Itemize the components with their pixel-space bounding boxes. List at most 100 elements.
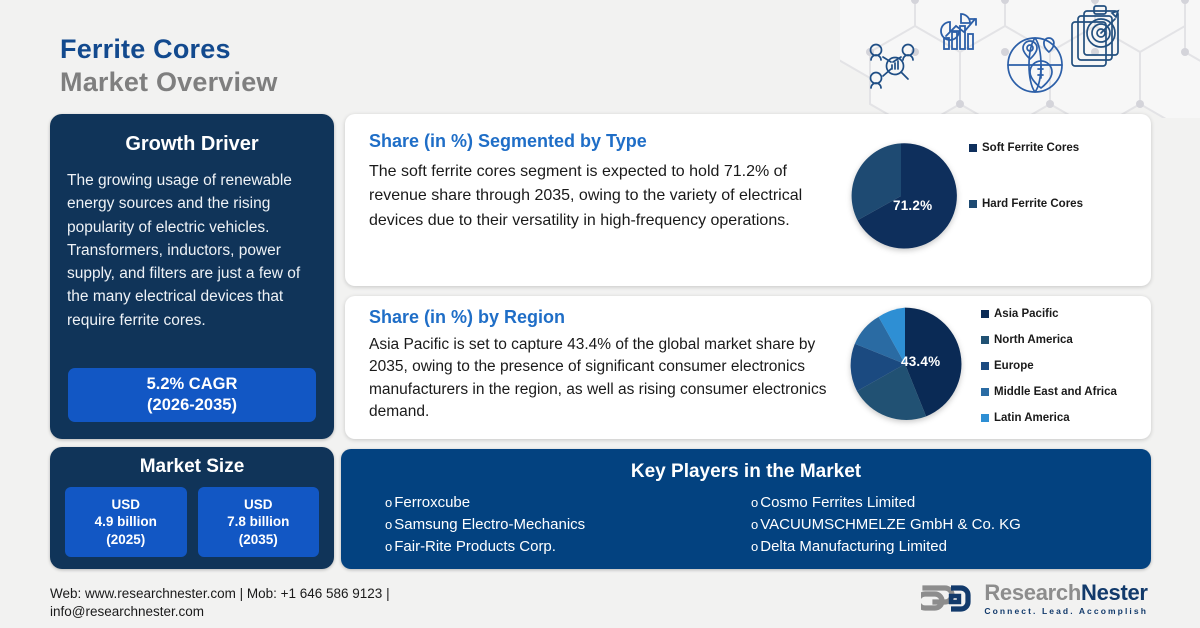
bullet-icon: o	[385, 495, 393, 510]
legend-swatch-icon	[969, 200, 977, 208]
legend-item: Europe	[981, 360, 1117, 372]
pie-slice-soft-ferrite-cores	[857, 143, 957, 249]
hexagon-decoration	[840, 0, 1200, 118]
list-item: o Cosmo Ferrites Limited	[751, 492, 1117, 514]
legend-label: Latin America	[994, 412, 1070, 424]
legend-label: Middle East and Africa	[994, 386, 1117, 398]
key-player-name: Delta Manufacturing Limited	[760, 538, 947, 556]
logo-word-nester: Nester	[1081, 580, 1148, 606]
key-players-panel: Key Players in the Market o Ferroxcube o…	[341, 449, 1151, 569]
list-item: o Samsung Electro-Mechanics	[385, 514, 751, 536]
legend-item: Hard Ferrite Cores	[969, 198, 1083, 210]
share-by-region-heading: Share (in %) by Region	[369, 307, 566, 327]
legend-label: Hard Ferrite Cores	[982, 198, 1083, 210]
cagr-badge: 5.2% CAGR (2026-2035)	[68, 368, 316, 422]
legend-swatch-icon	[981, 310, 989, 318]
cagr-period: (2026-2035)	[147, 396, 237, 414]
market-size-year: (2025)	[106, 531, 146, 547]
pie-slice-middle-east-and-africa	[854, 316, 905, 364]
key-players-column-left: o Ferroxcube o Samsung Electro-Mechanics…	[385, 492, 751, 559]
legend-label: Soft Ferrite Cores	[982, 142, 1080, 154]
region-pie-chart: 43.4% Asia Pacific North America Europe …	[845, 304, 1117, 424]
pie-slice-hard-ferrite-cores	[851, 143, 901, 221]
market-size-amount: 4.9 billion	[94, 514, 157, 530]
legend-item: North America	[981, 334, 1117, 346]
bullet-icon: o	[385, 539, 393, 555]
list-item: o Ferroxcube	[385, 492, 751, 514]
region-pie-value-label: 43.4%	[901, 354, 941, 369]
cagr-value: 5.2% CAGR	[146, 375, 238, 394]
share-by-region-card: Share (in %) by Region Asia Pacific is s…	[345, 296, 1151, 439]
network-people-icon	[869, 43, 915, 89]
key-player-name: VACUUMSCHMELZE GmbH & Co. KG	[760, 516, 1021, 534]
key-player-name: Samsung Electro-Mechanics	[394, 516, 586, 534]
bullet-icon: o	[751, 517, 759, 533]
page-header: Ferrite Cores Market Overview	[60, 34, 278, 98]
market-size-year: (2035)	[238, 531, 278, 547]
legend-item: Soft Ferrite Cores	[969, 142, 1083, 154]
pie-slice-europe	[850, 343, 905, 392]
growth-driver-panel: Growth Driver The growing usage of renew…	[50, 114, 334, 439]
page-title: Ferrite Cores	[60, 34, 231, 64]
logo-mark-icon	[921, 585, 971, 612]
share-by-type-card: Share (in %) Segmented by Type The soft …	[345, 114, 1151, 286]
legend-item: Latin America	[981, 412, 1117, 424]
key-player-name: Cosmo Ferrites Limited	[760, 494, 916, 511]
research-nester-logo: ResearchNester Connect. Lead. Accomplish	[921, 582, 1148, 616]
list-item: o Delta Manufacturing Limited	[751, 536, 1117, 558]
logo-word-research: Research	[984, 580, 1082, 606]
key-players-columns: o Ferroxcube o Samsung Electro-Mechanics…	[341, 483, 1151, 559]
clipboard-target-icon	[1071, 5, 1120, 67]
page-subtitle: Market Overview	[60, 67, 278, 98]
pie-slice-north-america	[857, 364, 927, 420]
footer-line-1: Web: www.researchnester.com | Mob: +1 64…	[50, 586, 390, 601]
share-by-type-heading: Share (in %) Segmented by Type	[369, 131, 647, 151]
legend-swatch-icon	[981, 362, 989, 370]
list-item: o Fair-Rite Products Corp.	[385, 536, 751, 558]
chart-growth-icon	[940, 13, 977, 50]
region-pie-legend: Asia Pacific North America Europe Middle…	[981, 308, 1117, 424]
legend-swatch-icon	[969, 144, 977, 152]
market-size-box: USD 4.9 billion (2025)	[65, 487, 187, 557]
legend-item: Middle East and Africa	[981, 386, 1117, 398]
growth-driver-body: The growing usage of renewable energy so…	[67, 172, 301, 329]
bullet-icon: o	[751, 495, 759, 510]
logo-wordmark: ResearchNester Connect. Lead. Accomplish	[984, 582, 1148, 616]
market-size-amount: 7.8 billion	[227, 514, 290, 530]
growth-driver-title: Growth Driver	[125, 133, 259, 155]
type-pie-svg	[851, 143, 957, 249]
type-pie-value-label: 71.2%	[893, 198, 933, 213]
legend-item: Asia Pacific	[981, 308, 1117, 320]
region-pie-svg	[850, 307, 962, 420]
market-size-currency: USD	[243, 496, 273, 512]
legend-label: Europe	[994, 360, 1034, 372]
type-pie-chart: 71.2% Soft Ferrite Cores Hard Ferrite Co…	[845, 140, 1083, 252]
market-size-box: USD 7.8 billion (2035)	[197, 487, 319, 557]
key-players-column-right: o Cosmo Ferrites Limited o VACUUMSCHMELZ…	[751, 492, 1117, 559]
list-item: o VACUUMSCHMELZE GmbH & Co. KG	[751, 514, 1117, 536]
market-size-panel: Market Size USD 4.9 billion (2025) USD 7…	[50, 447, 334, 569]
market-size-currency: USD	[111, 496, 140, 512]
key-players-title: Key Players in the Market	[630, 461, 862, 482]
type-pie-legend: Soft Ferrite Cores Hard Ferrite Cores	[969, 142, 1083, 210]
logo-title: ResearchNester	[984, 582, 1148, 604]
bullet-icon: o	[385, 517, 393, 533]
share-by-region-body: Asia Pacific is set to capture 43.4% of …	[369, 336, 827, 420]
legend-swatch-icon	[981, 336, 989, 344]
global-finance-icon	[1007, 37, 1063, 93]
market-size-boxes: USD 4.9 billion (2025) USD 7.8 billion (…	[50, 478, 334, 557]
pie-slice-latin-america	[878, 307, 905, 364]
key-player-name: Fair-Rite Products Corp.	[394, 538, 556, 556]
legend-swatch-icon	[981, 388, 989, 396]
footer-line-2: info@researchnester.com	[50, 603, 205, 619]
legend-swatch-icon	[981, 414, 989, 422]
key-player-name: Ferroxcube	[394, 494, 471, 511]
legend-label: Asia Pacific	[994, 308, 1059, 320]
footer-contact: Web: www.researchnester.com | Mob: +1 64…	[50, 585, 570, 621]
market-size-title: Market Size	[139, 456, 245, 477]
pie-slice-asia-pacific	[905, 307, 962, 417]
share-by-type-body: The soft ferrite cores segment is expect…	[369, 163, 803, 229]
legend-label: North America	[994, 334, 1073, 346]
logo-tagline: Connect. Lead. Accomplish	[984, 606, 1148, 617]
